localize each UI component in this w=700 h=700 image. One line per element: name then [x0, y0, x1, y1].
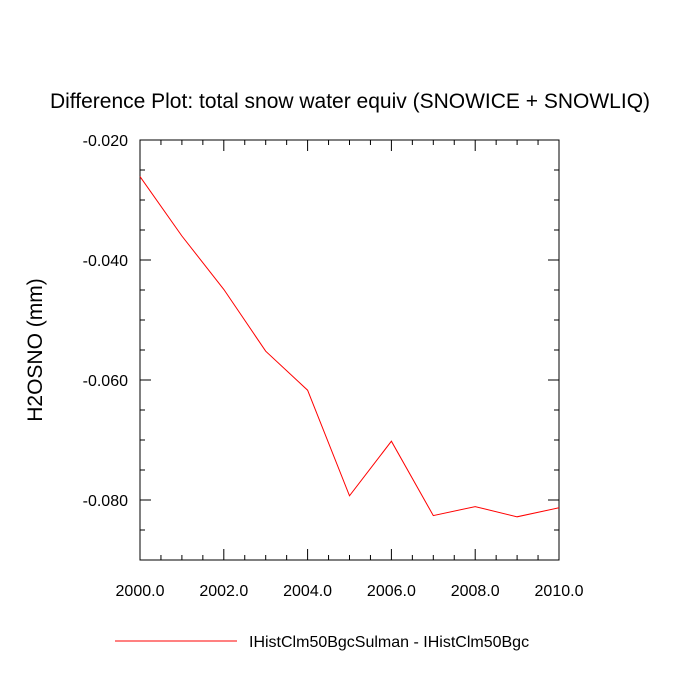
- x-tick-label: 2002.0: [199, 583, 248, 600]
- series-layer: [139, 176, 560, 518]
- legend-label: IHistClm50BgcSulman - IHistClm50Bgc: [249, 634, 529, 651]
- y-tick-label: -0.060: [83, 373, 128, 390]
- axis-ticks: [139, 139, 560, 561]
- legend: IHistClm50BgcSulman - IHistClm50Bgc: [115, 634, 529, 651]
- y-axis-label: H2OSNO (mm): [24, 278, 47, 422]
- series-line-0: [139, 176, 560, 518]
- plot-frame: [139, 139, 560, 561]
- y-tick-label: -0.020: [83, 133, 128, 150]
- x-tick-label: 2000.0: [116, 583, 165, 600]
- y-tick-label: -0.080: [83, 493, 128, 510]
- x-tick-label: 2006.0: [367, 583, 416, 600]
- x-tick-label: 2008.0: [451, 583, 500, 600]
- y-tick-label: -0.040: [83, 253, 128, 270]
- axis-tick-labels: 2000.0 2002.0 2004.0 2006.0 2008.0 2010.0 -0.0…: [83, 133, 584, 600]
- x-tick-label: 2004.0: [283, 583, 332, 600]
- chart-title: Difference Plot: total snow water equiv …: [50, 90, 650, 113]
- x-tick-label: 2010.0: [535, 583, 584, 600]
